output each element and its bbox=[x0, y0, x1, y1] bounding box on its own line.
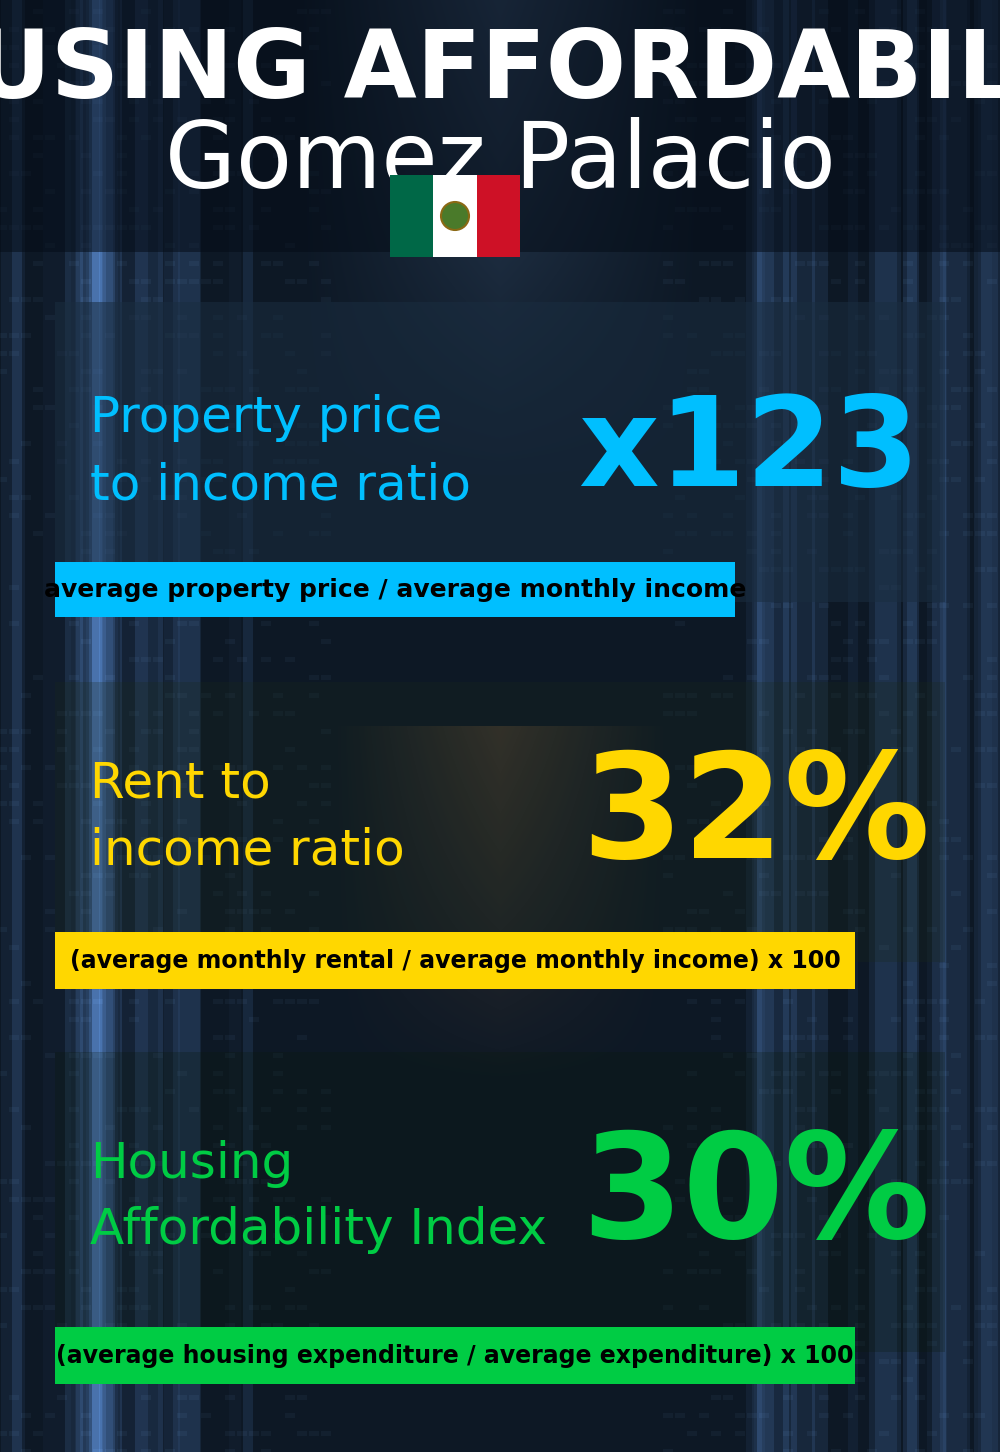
FancyBboxPatch shape bbox=[477, 176, 520, 257]
Text: Gomez Palacio: Gomez Palacio bbox=[165, 118, 835, 208]
FancyBboxPatch shape bbox=[55, 682, 945, 963]
FancyBboxPatch shape bbox=[55, 1053, 945, 1352]
Text: (average housing expenditure / average expenditure) x 100: (average housing expenditure / average e… bbox=[56, 1345, 854, 1368]
Text: 32%: 32% bbox=[581, 746, 930, 887]
Text: x123: x123 bbox=[578, 392, 920, 513]
FancyBboxPatch shape bbox=[0, 0, 1000, 253]
Text: HOUSING AFFORDABILITY: HOUSING AFFORDABILITY bbox=[0, 26, 1000, 118]
Text: Rent to
income ratio: Rent to income ratio bbox=[90, 759, 405, 874]
FancyBboxPatch shape bbox=[433, 176, 477, 257]
Text: average property price / average monthly income: average property price / average monthly… bbox=[44, 578, 746, 603]
FancyBboxPatch shape bbox=[55, 1327, 855, 1384]
Text: 30%: 30% bbox=[581, 1127, 930, 1268]
FancyBboxPatch shape bbox=[55, 562, 735, 617]
Text: Property price
to income ratio: Property price to income ratio bbox=[90, 395, 471, 510]
FancyBboxPatch shape bbox=[390, 176, 433, 257]
Text: (average monthly rental / average monthly income) x 100: (average monthly rental / average monthl… bbox=[70, 950, 840, 973]
FancyBboxPatch shape bbox=[55, 932, 855, 989]
FancyBboxPatch shape bbox=[55, 302, 945, 603]
Text: Housing
Affordability Index: Housing Affordability Index bbox=[90, 1140, 547, 1255]
Circle shape bbox=[441, 202, 469, 229]
